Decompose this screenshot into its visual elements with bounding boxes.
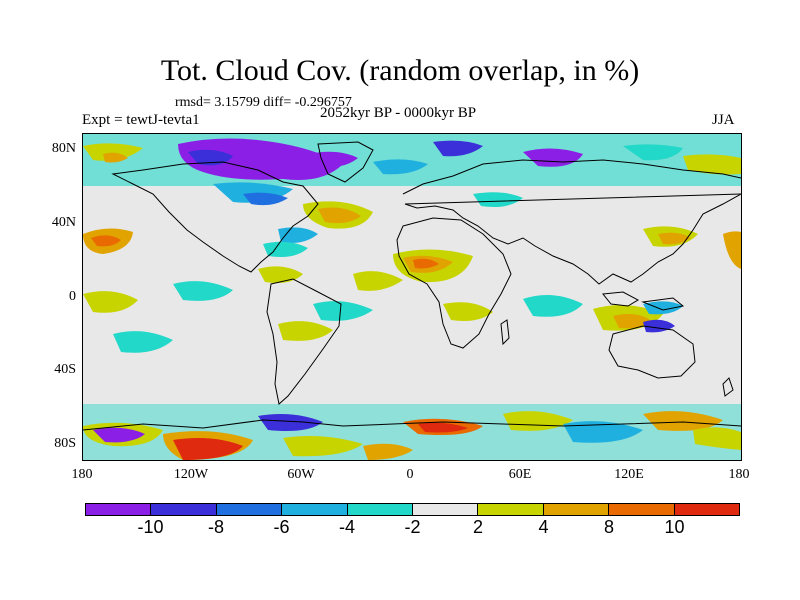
x-tick-0: 0 (406, 467, 414, 482)
anomaly-fields (83, 134, 741, 460)
plot-title: Tot. Cloud Cov. (random overlap, in %) (160, 54, 640, 87)
y-tick-0: 0 (69, 289, 76, 304)
experiment-label: Expt = tewtJ-tevta1 (82, 112, 200, 128)
coastlines (83, 141, 741, 431)
x-tick-120w: 120W (173, 467, 209, 482)
colorbar-swatch (282, 504, 348, 515)
colorbar-label: 8 (603, 517, 614, 537)
colorbar-swatch (86, 504, 152, 515)
colorbar-label: -8 (207, 517, 224, 537)
y-tick-80n: 80N (51, 141, 76, 156)
rmsd-diff-label: rmsd= 3.15799 diff= -0.296757 (175, 95, 352, 110)
x-tick-60e: 60E (508, 467, 532, 482)
colorbar-swatch (674, 504, 740, 515)
colorbar-swatch (347, 504, 414, 515)
x-tick-60w: 60W (287, 467, 315, 482)
colorbar-label: -2 (404, 517, 421, 537)
colorbar-swatch (478, 504, 544, 515)
x-tick-180w: 180 (71, 467, 93, 482)
cloud-anomaly-map (83, 134, 741, 460)
colorbar-label: -10 (137, 517, 164, 537)
colorbar-label: 4 (538, 517, 549, 537)
colorbar-label: 10 (664, 517, 685, 537)
map-panel (82, 133, 742, 461)
colorbar-swatch (543, 504, 610, 515)
colorbar-label: -6 (273, 517, 290, 537)
colorbar-swatch (609, 504, 675, 515)
colorbar-swatch (151, 504, 217, 515)
y-tick-80s: 80S (54, 436, 76, 451)
y-tick-40s: 40S (54, 362, 76, 377)
season-label: JJA (712, 112, 735, 128)
x-tick-120e: 120E (614, 467, 644, 482)
colorbar-label: 2 (472, 517, 483, 537)
period-label: 2052kyr BP - 0000kyr BP (320, 105, 477, 121)
x-tick-180e: 180 (728, 467, 750, 482)
colorbar-swatch (413, 504, 479, 515)
colorbar-swatch (216, 504, 283, 515)
colorbar-label: -4 (338, 517, 355, 537)
colorbar (85, 503, 740, 516)
y-tick-40n: 40N (51, 215, 76, 230)
